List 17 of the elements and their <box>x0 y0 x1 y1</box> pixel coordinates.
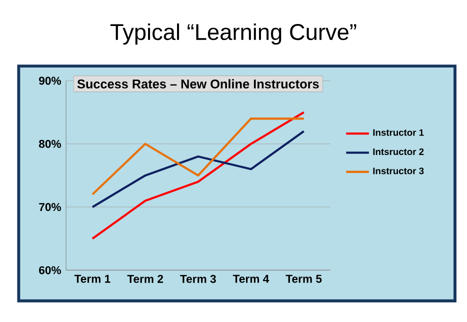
chart-title: Typical “Learning Curve” <box>110 23 356 44</box>
y-tick-label: 80% <box>38 140 62 148</box>
legend-label: Instructor 1 <box>373 129 424 136</box>
line-series <box>91 130 305 208</box>
x-tick-label: Term 4 <box>232 274 270 283</box>
x-tick-label: Term 5 <box>286 274 322 283</box>
legend-label: Intsructor 2 <box>373 148 424 155</box>
chart-subtitle: Success Rates – New Online Instructors <box>77 79 319 88</box>
y-tick-label: 90% <box>39 76 62 85</box>
x-tick-label: Term 3 <box>180 274 216 283</box>
x-tick-label: Term 2 <box>127 274 164 283</box>
legend-label: Instructor 3 <box>373 168 424 174</box>
y-tick-label: 60% <box>39 266 62 274</box>
x-tick-label: Term 1 <box>74 274 110 283</box>
line-series <box>91 117 305 196</box>
y-tick-label: 70% <box>39 202 62 211</box>
line-series <box>91 111 305 240</box>
